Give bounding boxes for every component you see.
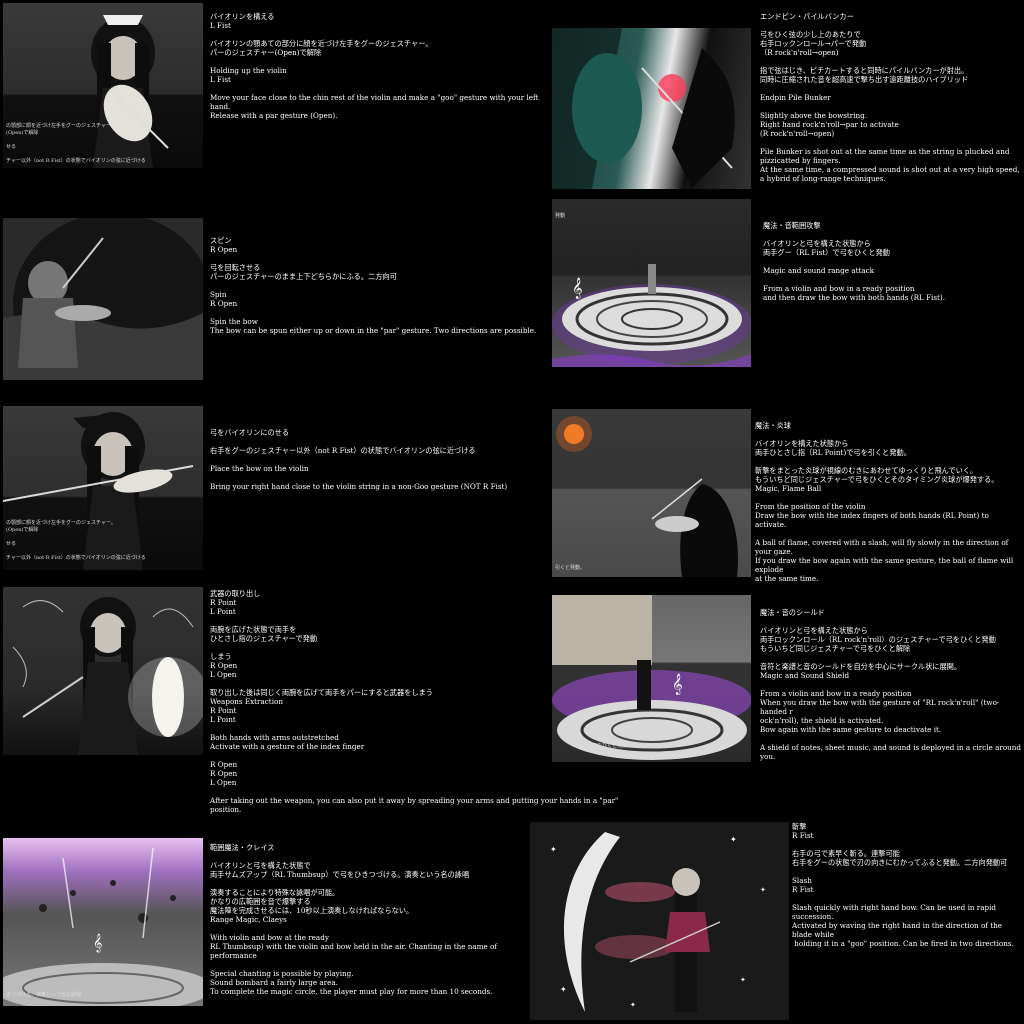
shot-caption: きつづける。演奏という名の詠唱 <box>6 992 82 998</box>
screenshot-sound-shield: 𝄞 弓をひくと発動 <box>552 595 751 762</box>
shot-caption: 弓をひくと発動 <box>592 743 628 749</box>
character-silhouette-icon <box>637 660 651 710</box>
music-note-icon: 𝄞 <box>672 674 683 695</box>
svg-text:✦: ✦ <box>560 985 567 994</box>
screenshot-place-bow: の顎部に顔を近づけ左手をグーのジェスチャー。 (Open)で解除 せる チャー以… <box>3 406 203 570</box>
screenshot-spin <box>3 218 203 380</box>
screenshot-pile-bunker <box>552 28 751 189</box>
svg-text:✦: ✦ <box>730 835 737 844</box>
screenshot-weapons-extraction <box>3 587 203 755</box>
screenshot-claeys: 𝄞 きつづける。演奏という名の詠唱 <box>3 838 203 1006</box>
character-silhouette-icon <box>12 597 203 755</box>
screenshot-range-attack: 𝄞 発動 <box>552 199 751 367</box>
panel-text-claeys: 範囲魔法・クレイス バイオリンと弓を構えた状態で 両手サムズアップ（RL Thu… <box>210 843 498 996</box>
shot-caption: 引くと発動。 <box>555 565 586 571</box>
panel-text-range-attack: 魔法・音範囲攻撃 バイオリンと弓を構えた状態から 両手グー（RL Fist）で弓… <box>763 221 945 302</box>
music-note-icon: 𝄞 <box>93 933 102 953</box>
panel-text-holding-violin: バイオリンを構える L Fist バイオリンの顎あての部分に顔を近づけ左手をグー… <box>210 12 539 120</box>
panel-text-sound-shield: 魔法・音のシールド バイオリンと弓を構えた状態から 両手ロックンロール（RL r… <box>760 608 1022 761</box>
panel-text-flame-ball: 魔法・炎球 バイオリンを構えた状態から 両手ひとさし指（RL Point)で弓を… <box>755 421 1014 583</box>
character-silhouette-icon <box>3 412 194 570</box>
panel-text-slash: 斬撃 R Fist 右手の弓で素早く斬る。連撃可能 右手をグーの状態で刃の向きに… <box>792 822 1014 948</box>
panel-text-place-bow: 弓をバイオリンにのせる 右手をグーのジェスチャー以外（not R Fist）の状… <box>210 428 508 491</box>
character-silhouette-icon <box>91 15 169 168</box>
screenshot-slash: ✦ ✦ ✦ ✦ ✦ ✦ <box>530 822 789 1020</box>
shot-caption: の顎部に顔を近づけ左手をグーのジェスチャー。 (Open)で解除 せる チャー以… <box>6 520 146 561</box>
shot-caption: の顎部に顔を近づけ左手をグーのジェスチャー。 (Open)で解除 せる チャー以… <box>6 123 146 164</box>
panel-text-spin: スピン R Open 弓を回転させる パーのジェスチャーのまま上下どちらかにふる… <box>210 236 537 335</box>
flame-orb-icon <box>564 424 584 444</box>
character-silhouette-icon <box>680 484 738 577</box>
svg-text:✦: ✦ <box>740 976 746 984</box>
screenshot-flame-ball: 引くと発動。 <box>552 409 751 577</box>
shot-caption: 発動 <box>555 213 566 219</box>
flame-orb-icon <box>658 74 686 102</box>
screenshot-holding-violin: の顎部に顔を近づけ左手をグーのジェスチャー。 (Open)で解除 せる チャー以… <box>3 3 203 168</box>
panel-text-weapons-extraction: 武器の取り出し R Point L Point 両腕を広げた状態で両手を ひとさ… <box>210 589 619 814</box>
character-silhouette-icon <box>28 261 68 305</box>
svg-text:✦: ✦ <box>760 886 766 894</box>
panel-text-pile-bunker: エンドピン・パイルバンカー 弓をひく弦の少し上のあたりで 右手ロックンロール→パ… <box>760 12 1020 183</box>
magic-circle-icon <box>562 287 742 351</box>
music-note-icon: 𝄞 <box>572 278 583 299</box>
svg-text:✦: ✦ <box>550 845 557 854</box>
svg-text:✦: ✦ <box>630 1001 636 1009</box>
